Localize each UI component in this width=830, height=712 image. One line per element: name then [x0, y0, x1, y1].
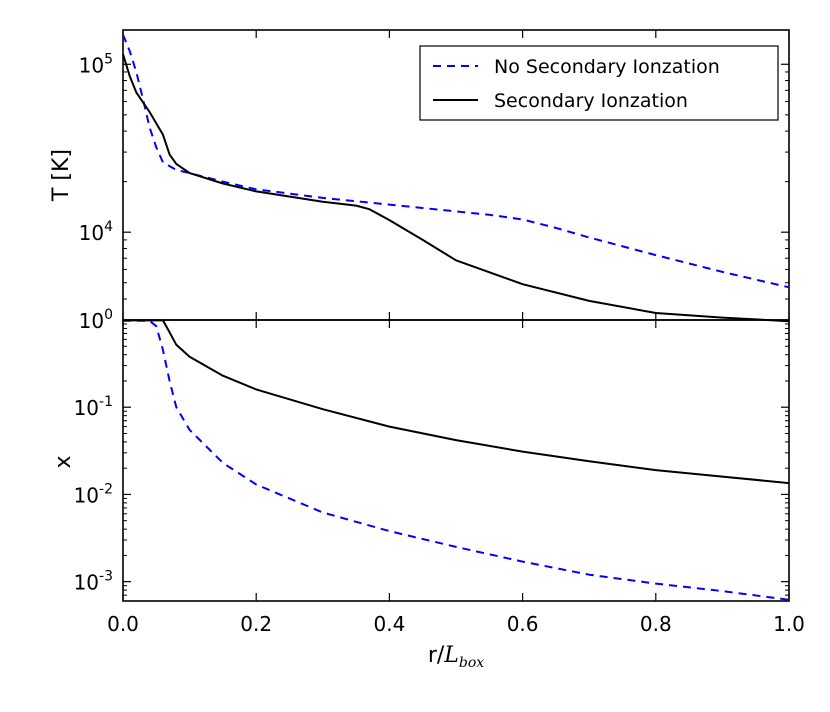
- y-tick-label-bottom-1: 10-1: [74, 394, 113, 420]
- x-tick-label-1: 0.2: [240, 612, 272, 636]
- x-axis-label-math: L: [443, 643, 459, 668]
- series-group-top: [122, 34, 790, 323]
- y-axis-label-x: x: [51, 455, 76, 468]
- legend: No Secondary Ionzation Secondary Ionzati…: [419, 45, 779, 121]
- tick-group-top: 105 104: [79, 30, 790, 320]
- y-tick-label-bottom-0: 100: [79, 307, 113, 333]
- y-axis-label-temperature: T [K]: [49, 149, 74, 202]
- x-tick-label-0: 0.0: [107, 612, 139, 636]
- tick-group-bottom: 0.0 0.2 0.4 0.6 0.8 1.0 100 10-1 10-2 10-3: [74, 307, 805, 636]
- x-tick-label-2: 0.4: [373, 612, 405, 636]
- x-axis-label-sub: box: [459, 655, 484, 671]
- y-tick-label-bottom-3: 10-3: [74, 569, 113, 595]
- y-tick-label-bottom-2: 10-2: [74, 481, 113, 507]
- series-bottom-no-secondary: [123, 319, 790, 601]
- legend-label-no-secondary: No Secondary Ionzation: [494, 56, 720, 78]
- series-top-secondary: [122, 53, 790, 323]
- x-axis-label-main: r/: [428, 643, 445, 668]
- series-top-no-secondary: [122, 34, 790, 289]
- series-group-bottom: [123, 319, 790, 601]
- plot-frame-bottom: [122, 319, 790, 602]
- legend-box: [419, 45, 779, 121]
- series-bottom-secondary: [123, 319, 790, 485]
- x-tick-label-4: 0.8: [640, 612, 672, 636]
- legend-label-secondary: Secondary Ionzation: [494, 90, 688, 112]
- y-tick-label-top-0: 105: [79, 51, 113, 77]
- x-tick-label-3: 0.6: [507, 612, 539, 636]
- x-tick-label-5: 1.0: [773, 612, 805, 636]
- y-tick-label-top-1: 104: [79, 219, 113, 245]
- panel-ionization: 0.0 0.2 0.4 0.6 0.8 1.0 100 10-1 10-2 10-3 x: [51, 307, 805, 636]
- x-axis-label: r/Lbox: [428, 643, 484, 671]
